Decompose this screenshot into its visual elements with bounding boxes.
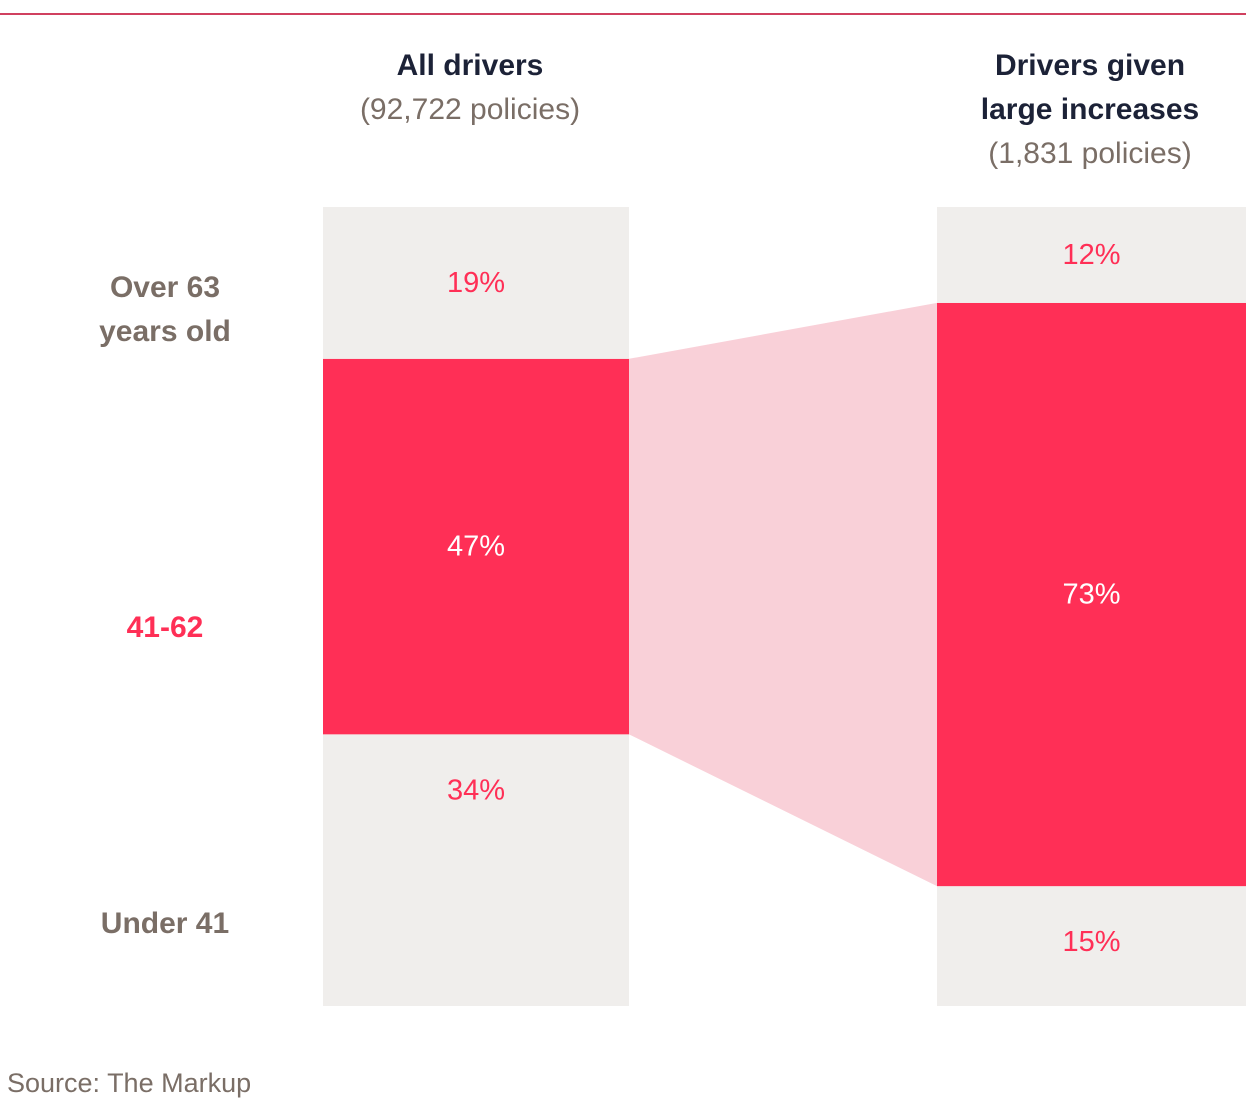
bar-value-label: 34% [447, 774, 505, 806]
bar-value-label: 12% [1062, 239, 1120, 271]
column-header-large-increases: Drivers given large increases (1,831 pol… [960, 44, 1220, 176]
source-note: Source: The Markup [7, 1068, 252, 1098]
bar-value-label: 19% [447, 267, 505, 299]
column-title: Drivers given large increases [980, 49, 1200, 126]
row-label-over-63: Over 63 years old [99, 271, 231, 348]
bar-segment [937, 207, 1246, 303]
column-subtitle: (1,831 policies) [988, 137, 1192, 170]
highlight-connector [629, 302, 937, 887]
bar-segment [323, 207, 629, 359]
stacked-bar-chart: 34% 47% 19% 15% 73% 12% [323, 207, 1246, 1006]
row-label-under-41: Under 41 [100, 907, 230, 940]
column-title: All drivers [396, 49, 544, 82]
bar-value-label: 47% [447, 531, 505, 563]
bar-segment [323, 358, 629, 735]
bar-segment [323, 734, 629, 1006]
bar-value-label: 73% [1062, 579, 1120, 611]
bar-segment [937, 886, 1246, 1006]
column-subtitle: (92,722 policies) [359, 93, 581, 126]
bar-value-label: 15% [1062, 926, 1120, 958]
row-label-41-62: 41-62 [126, 611, 204, 644]
column-header-all-drivers: All drivers (92,722 policies) [320, 44, 620, 132]
bar-segment [937, 302, 1246, 887]
top-rule [0, 13, 1246, 15]
